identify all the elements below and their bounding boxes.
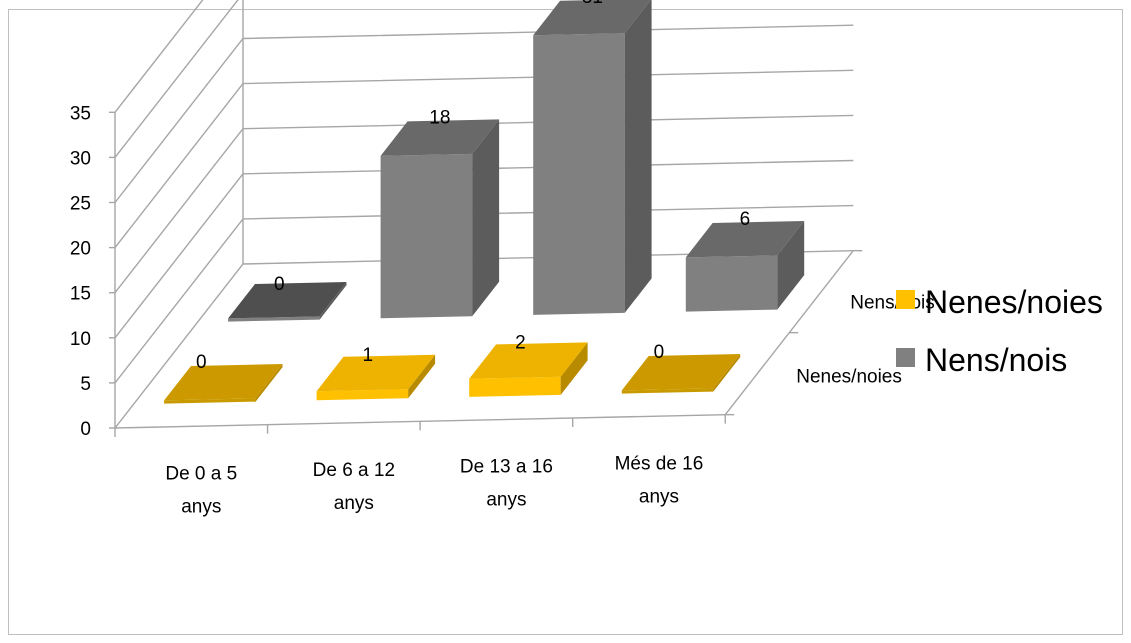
data-label: 18 [429, 108, 450, 129]
bar [164, 364, 283, 404]
data-label: 0 [274, 274, 285, 295]
gridline [114, 0, 239, 158]
chart-axes [109, 0, 863, 437]
bar-top-face [533, 0, 651, 36]
y-tick-label: 30 [70, 148, 91, 169]
bar-top-face [380, 119, 500, 156]
data-label: 0 [654, 342, 665, 363]
bar [685, 221, 805, 312]
y-tick-label: 20 [70, 239, 91, 260]
x-axis-line [114, 413, 726, 429]
legend-swatch [896, 290, 915, 309]
chart-legend: Nenes/noies Nens/nois [896, 284, 1103, 378]
bar-top-face [164, 364, 283, 401]
bar [469, 342, 588, 397]
x-tick-label: anys [181, 496, 221, 517]
bar [380, 119, 500, 319]
bar-side-face [777, 221, 805, 310]
x-tick-label: De 6 a 12 [313, 460, 395, 481]
bar-front-face [316, 389, 409, 401]
x-tick-label: anys [486, 490, 526, 511]
bar-front-face [621, 388, 714, 394]
bar-front-face [533, 33, 625, 315]
legend-label: Nenes/noies [925, 284, 1103, 320]
x-tick-label: Més de 16 [615, 453, 704, 474]
bar-side-face [713, 354, 741, 392]
bar-top-face [621, 354, 741, 391]
y-tick-label: 15 [70, 284, 91, 305]
bar-side-face [560, 342, 588, 395]
bar-front-face [228, 316, 320, 322]
bar [533, 0, 652, 315]
bar-top-face [685, 221, 805, 258]
bar [228, 282, 347, 322]
bar-side-face [624, 0, 652, 313]
bar-front-face [685, 255, 778, 312]
x-tick-label: De 13 a 16 [460, 457, 553, 478]
bar-side-face [472, 119, 500, 317]
bar-top-face [228, 282, 347, 319]
data-label: 1 [363, 345, 374, 366]
bar-front-face [164, 398, 256, 404]
x-tick-label: anys [334, 493, 374, 514]
bar-top-face [469, 342, 588, 379]
bar [316, 354, 436, 401]
data-label: 6 [740, 209, 751, 230]
gridline [114, 0, 204, 113]
bar-front-face [469, 376, 561, 397]
bar-side-face [255, 364, 283, 402]
x-tick-label: De 0 a 5 [165, 463, 237, 484]
legend-label: Nens/nois [925, 342, 1067, 378]
legend-swatch [896, 348, 915, 367]
y-tick-label: 5 [80, 374, 91, 395]
depth-tick-label: Nens/nois [850, 293, 935, 314]
y-tick-label: 0 [80, 419, 91, 440]
data-label: 31 [582, 0, 603, 8]
chart-bars [164, 0, 805, 404]
bar-side-face [319, 282, 347, 320]
y-tick-label: 35 [70, 103, 91, 124]
data-label: 2 [515, 333, 526, 354]
y-tick-label: 10 [70, 329, 91, 350]
y-tick-label: 25 [70, 194, 91, 215]
depth-tick-label: Nenes/noies [796, 367, 902, 388]
bar-front-face [380, 153, 473, 319]
bar-side-face [408, 354, 436, 399]
bar-top-face [316, 354, 436, 392]
data-label: 0 [196, 352, 207, 373]
bar [621, 354, 741, 394]
x-tick-label: anys [639, 486, 679, 507]
